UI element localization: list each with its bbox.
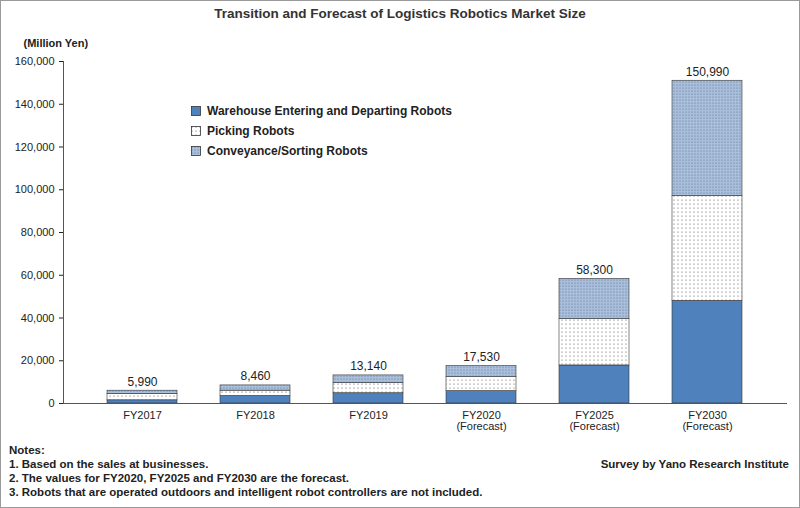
svg-text:20,000: 20,000 [21,354,55,366]
svg-text:FY2020(Forecast): FY2020(Forecast) [456,409,506,432]
html-text:Warehouse Entering and Departi: Warehouse Entering and Departing Robots [207,104,452,118]
svg-text:17,530: 17,530 [463,350,500,364]
html-text:Transition and Forecast of Log: Transition and Forecast of Logistics Rob… [214,6,586,21]
html-text:Survey by Yano Research Instit: Survey by Yano Research Institute [600,458,789,470]
html-text:3. Robots that are operated ou: 3. Robots that are operated outdoors and… [9,486,483,498]
svg-text:120,000: 120,000 [15,141,55,153]
svg-text:FY2025(Forecast): FY2025(Forecast) [569,409,619,432]
svg-text:8,460: 8,460 [240,369,270,383]
svg-text:FY2019: FY2019 [349,409,388,421]
svg-text:FY2030(Forecast): FY2030(Forecast) [682,409,732,432]
svg-text:(Million Yen): (Million Yen) [24,37,89,49]
svg-text:FY2018: FY2018 [236,409,275,421]
svg-text:58,300: 58,300 [576,263,613,277]
svg-text:FY2017: FY2017 [123,409,162,421]
svg-text:80,000: 80,000 [21,226,55,238]
svg-text:60,000: 60,000 [21,269,55,281]
html-text:Picking Robots: Picking Robots [207,124,295,138]
svg-text:13,140: 13,140 [350,359,387,373]
svg-text:150,990: 150,990 [686,65,730,79]
html-text:Notes:: Notes: [9,444,45,456]
svg-text:0: 0 [48,397,54,409]
html-text:2. The values for FY2020, FY20: 2. The values for FY2020, FY2025 and FY2… [9,472,350,484]
svg-text:100,000: 100,000 [15,183,55,195]
svg-text:140,000: 140,000 [15,98,55,110]
svg-text:5,990: 5,990 [127,375,157,389]
html-text:1. Based on the sales at busin: 1. Based on the sales at businesses. [9,458,209,470]
svg-text:40,000: 40,000 [21,312,55,324]
html-text:Conveyance/Sorting Robots: Conveyance/Sorting Robots [207,144,368,158]
svg-text:160,000: 160,000 [15,55,55,67]
